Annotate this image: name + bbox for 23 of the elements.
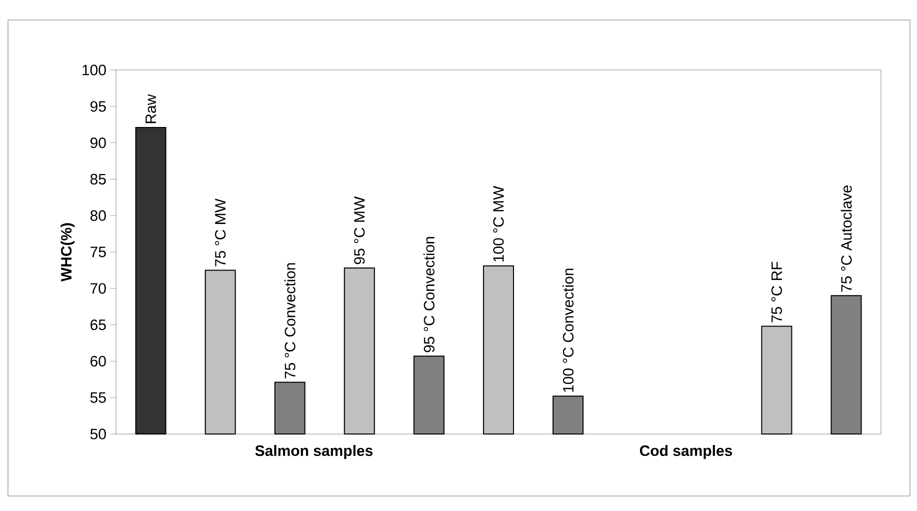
x-tick-label: 100 °C Convection — [562, 268, 574, 392]
x-tick-label: 75 °C RF — [771, 262, 782, 322]
y-tick-label: 75 — [90, 246, 106, 258]
x-tick-label: 75 °C Autoclave — [840, 185, 852, 292]
x-tick-label: 75 °C MW — [215, 198, 226, 266]
text: Cod samples — [640, 445, 732, 459]
y-tick-label: 50 — [90, 428, 106, 440]
x-tick-label: 95 °C MW — [354, 196, 365, 264]
y-tick-label: 60 — [90, 356, 106, 367]
x-tick-label: Raw — [146, 94, 156, 124]
y-tick-label: 90 — [90, 137, 106, 148]
y-tick-label: 70 — [90, 283, 106, 294]
x-tick-label: 75 °C Convection — [284, 263, 296, 378]
y-tick-label: 95 — [90, 101, 106, 112]
y-tick-label: 85 — [90, 174, 106, 184]
y-tick-label: 100 — [82, 64, 106, 76]
y-tick-label: 55 — [90, 392, 106, 403]
x-tick-label: 100 °C MW — [493, 186, 504, 262]
x-tick-label: 95 °C Convection — [423, 237, 434, 352]
text: Salmon samples — [255, 445, 373, 459]
y-tick-label: 80 — [90, 210, 106, 221]
y-axis-title: WHC(%) — [60, 223, 75, 282]
y-tick-label: 65 — [90, 319, 106, 330]
